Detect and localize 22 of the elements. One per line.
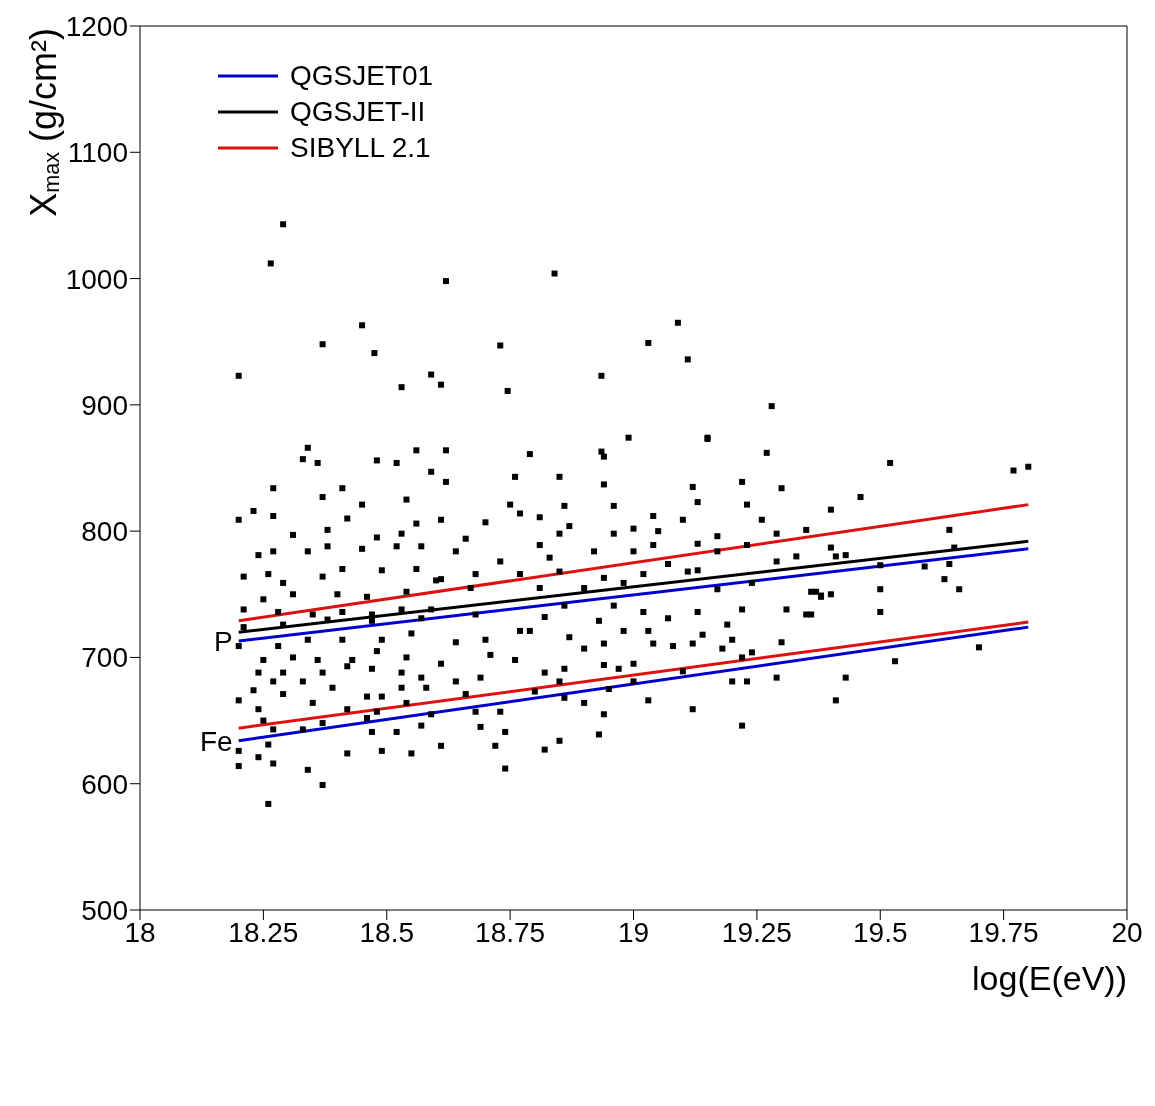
y-tick-label: 900 (81, 389, 128, 421)
legend-label: SIBYLL 2.1 (290, 132, 431, 164)
y-tick-label: 500 (81, 894, 128, 926)
x-tick-label: 19 (617, 916, 650, 948)
y-tick-label: 800 (81, 516, 128, 548)
y-tick-label: 700 (81, 642, 128, 674)
y-tick-label: 600 (81, 768, 128, 800)
y-tick-label: 1100 (67, 137, 128, 169)
x-tick-label: 19.25 (721, 916, 792, 948)
x-tick-label: 19.75 (968, 916, 1039, 948)
annotation: P (214, 625, 233, 657)
x-axis-title: log(E(eV)) (972, 959, 1127, 997)
x-tick-label: 18.75 (475, 916, 546, 948)
x-tick-label: 18.25 (228, 916, 299, 948)
x-tick-label: 19.5 (853, 916, 908, 948)
y-tick-label: 1000 (65, 263, 128, 295)
legend-label: QGSJET-II (290, 96, 426, 128)
annotation: Fe (200, 725, 233, 757)
y-tick-label: 1200 (65, 10, 128, 42)
x-tick-label: 18.5 (359, 916, 414, 948)
legend-label: QGSJET01 (290, 60, 434, 92)
x-tick-label: 20 (1111, 916, 1143, 948)
